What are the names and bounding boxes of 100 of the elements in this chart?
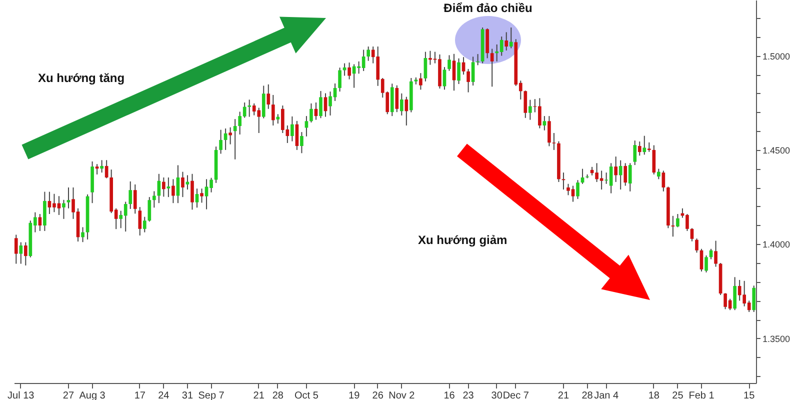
candlestick: [14, 234, 18, 264]
x-tick-label: 16: [444, 390, 456, 400]
y-tick-label: 1.5000: [762, 51, 790, 62]
annotation: Xu hướng giảm: [418, 233, 508, 247]
y-tick-label: 1.3500: [762, 334, 790, 344]
candlestick: [486, 28, 489, 59]
candlestick: [457, 58, 460, 85]
candlestick: [524, 90, 528, 118]
candlestick: [633, 140, 637, 166]
candlestick: [324, 92, 328, 118]
annotation: Xu hướng tăng: [38, 71, 125, 85]
x-tick-label: 26: [372, 390, 384, 400]
candlestick: [200, 188, 204, 204]
candlestick: [66, 186, 70, 209]
candlestick: [676, 214, 680, 228]
candlestick: [695, 238, 698, 254]
x-tick-label: 21: [253, 390, 265, 400]
candlestick: [662, 170, 666, 192]
candlestick: [162, 176, 166, 198]
candlestick: [528, 99, 532, 120]
candlestick: [647, 142, 651, 152]
candlestick: [448, 54, 451, 72]
candlestick: [419, 72, 422, 90]
x-tick-label: 31: [182, 390, 194, 400]
candlestick: [552, 132, 556, 150]
candlestick: [219, 129, 222, 154]
candlestick: [338, 67, 342, 92]
x-tick-label: 24: [158, 390, 170, 400]
candlestick: [700, 248, 704, 272]
candlestick: [128, 180, 132, 210]
candlestick: [166, 176, 170, 198]
candlestick: [638, 140, 642, 156]
candlestick: [618, 160, 622, 190]
candlestick: [266, 84, 270, 110]
x-tick-label: Nov 2: [388, 390, 416, 400]
candlestick: [671, 215, 675, 238]
candlestick: [490, 48, 494, 88]
candlestick: [262, 85, 266, 119]
x-tick-label: Feb 1: [688, 390, 715, 400]
candlestick: [424, 51, 428, 82]
candlestick: [148, 196, 152, 222]
x-tick-label: 18: [648, 390, 660, 400]
candlestick: [733, 276, 736, 311]
x-tick-label: Jan 4: [594, 390, 619, 400]
candlestick: [104, 160, 108, 179]
candlestick: [348, 62, 351, 80]
candlestick: [62, 199, 66, 220]
x-tick-label: 27: [62, 390, 74, 400]
candlestick: [310, 102, 313, 123]
candlestick: [714, 240, 718, 268]
candlestick: [400, 92, 404, 116]
x-tick-label: Jul 13: [8, 390, 35, 400]
candlestick: [704, 254, 708, 273]
candlestick: [100, 160, 104, 174]
candlestick: [548, 116, 551, 147]
candlestick: [133, 184, 137, 214]
candlestick: [642, 135, 646, 156]
candlestick: [657, 168, 660, 180]
candlestick: [442, 66, 446, 90]
candlestick: [181, 171, 184, 198]
candlestick: [290, 116, 294, 142]
candlestick: [752, 285, 756, 312]
y-tick-label: 1.4000: [762, 240, 790, 250]
x-tick-label: 21: [558, 390, 570, 400]
annotation: Điểm đảo chiều: [444, 1, 532, 15]
candlestick: [624, 162, 628, 186]
candlestick: [142, 216, 146, 233]
candlestick: [300, 132, 304, 154]
x-tick-label: 25: [672, 390, 684, 400]
x-tick-label: 19: [348, 390, 360, 400]
candlestick: [628, 162, 632, 192]
candlestick: [395, 84, 399, 113]
candlestick: [471, 56, 475, 86]
candlestick: [576, 180, 580, 200]
candlestick: [81, 226, 84, 243]
candlestick: [38, 214, 42, 232]
candlestick: [172, 178, 175, 204]
candlestick: [228, 126, 232, 145]
candlestick: [138, 206, 142, 236]
candlestick: [466, 68, 470, 93]
candlestick: [562, 172, 566, 190]
candlestick: [19, 242, 23, 264]
x-tick-label: 28: [272, 390, 284, 400]
candlestick: [342, 62, 346, 76]
candlestick: [190, 173, 194, 210]
candlestick: [319, 90, 322, 119]
candlestick: [24, 242, 28, 266]
x-tick-label: Oct 5: [294, 390, 319, 400]
x-tick-label: 28: [582, 390, 594, 400]
candlestick: [542, 116, 546, 131]
candlestick: [652, 144, 656, 175]
x-tick-label: 23: [462, 390, 474, 400]
candlestick: [614, 156, 618, 182]
candlestick: [271, 94, 275, 126]
candlestick: [690, 228, 694, 242]
candlestick: [152, 190, 156, 208]
candlestick: [195, 188, 199, 208]
x-tick-label: 15: [744, 390, 756, 400]
x-tick-label: 30: [491, 390, 503, 400]
candlestick: [248, 99, 252, 118]
